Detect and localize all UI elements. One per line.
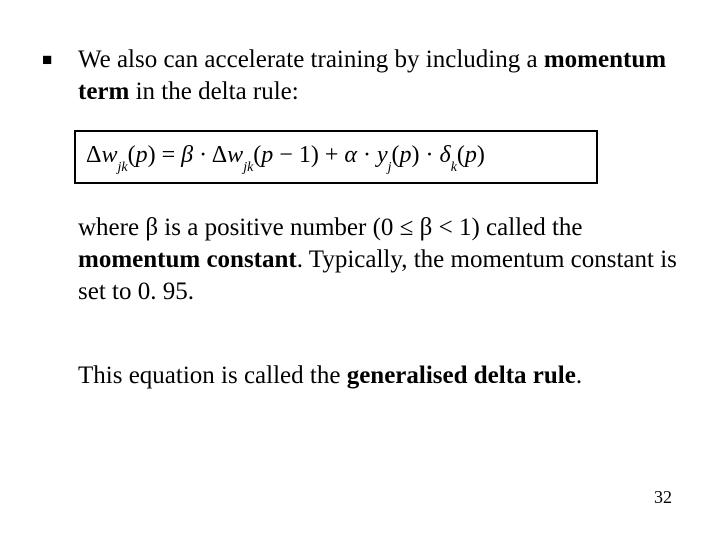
eq-dot1: · — [193, 142, 212, 168]
eq-rp4: ) — [477, 142, 485, 168]
eq-w2: w — [227, 142, 243, 168]
eq-beta: β — [181, 142, 193, 168]
eq-plus: + — [319, 142, 345, 168]
eq-p4: p — [465, 142, 477, 168]
closing-post: . — [576, 362, 582, 389]
equation: Δwjk(p) = β · Δwjk(p − 1) + α · yj(p) · … — [86, 142, 485, 173]
eq-subj: j — [388, 160, 392, 175]
explain-block: where β is a positive number (0 ≤ β < 1)… — [78, 212, 684, 308]
bullet-text: We also can accelerate training by inclu… — [78, 44, 682, 108]
bullet-item: ■ We also can accelerate training by inc… — [42, 44, 682, 108]
closing-pre: This equation is called the — [78, 362, 347, 389]
eq-lp3: ( — [392, 142, 400, 168]
eq-delta1: Δ — [86, 142, 101, 168]
eq-sub2: jk — [243, 160, 253, 175]
closing-block: This equation is called the generalised … — [78, 360, 684, 392]
eq-delta2: Δ — [212, 142, 227, 168]
eq-alpha: α — [344, 142, 357, 168]
eq-p1: p — [136, 142, 148, 168]
equation-box: Δwjk(p) = β · Δwjk(p − 1) + α · yj(p) · … — [74, 130, 598, 184]
bullet-pre: We also can accelerate training by inclu… — [78, 46, 544, 73]
eq-subk: k — [451, 160, 457, 175]
bullet-post: in the delta rule: — [129, 78, 298, 105]
eq-deltasym: δ — [440, 142, 451, 168]
eq-rp1: ) — [148, 142, 156, 168]
eq-y: y — [377, 142, 388, 168]
bullet-marker: ■ — [42, 44, 78, 76]
eq-lp1: ( — [128, 142, 136, 168]
explain-pre: where β is a positive number (0 ≤ β < 1)… — [78, 214, 583, 241]
eq-sub1: jk — [117, 160, 127, 175]
explain-text: where β is a positive number (0 ≤ β < 1)… — [78, 212, 684, 308]
eq-dot2: · — [357, 142, 377, 168]
eq-rp2: ) — [311, 142, 319, 168]
explain-bold: momentum constant — [78, 246, 297, 273]
slide: ■ We also can accelerate training by inc… — [0, 0, 720, 540]
eq-dot3: · — [420, 142, 440, 168]
eq-p3: p — [400, 142, 412, 168]
closing-text: This equation is called the generalised … — [78, 360, 684, 392]
closing-bold: generalised delta rule — [347, 362, 576, 389]
eq-minus: − 1 — [273, 142, 311, 168]
eq-rp3: ) — [412, 142, 420, 168]
eq-p2: p — [261, 142, 273, 168]
eq-lp4: ( — [457, 142, 465, 168]
eq-w1: w — [101, 142, 117, 168]
eq-eq: = — [156, 142, 182, 168]
page-number: 32 — [654, 487, 672, 508]
